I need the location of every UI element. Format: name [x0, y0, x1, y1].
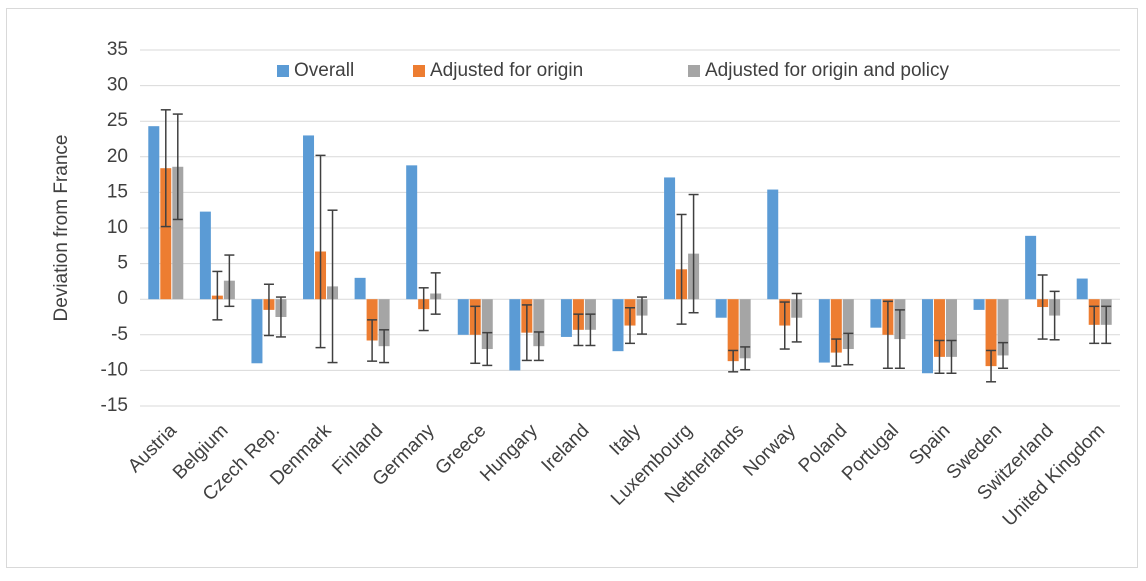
error-bar	[1049, 290, 1060, 341]
legend-swatch	[413, 65, 425, 77]
error-bar	[831, 338, 842, 367]
error-bar	[315, 154, 326, 349]
error-bar	[470, 305, 481, 365]
legend-label: Adjusted for origin and policy	[705, 60, 949, 81]
bar	[945, 299, 957, 357]
bar	[199, 211, 211, 300]
bar	[509, 299, 521, 371]
legend-swatch	[688, 65, 700, 77]
error-bar	[172, 113, 183, 221]
bar	[354, 277, 366, 300]
error-bar	[418, 287, 429, 332]
error-bar	[882, 300, 893, 370]
legend-label: Adjusted for origin	[430, 60, 583, 81]
y-tick-label: 0	[117, 288, 128, 309]
y-tick-label: 10	[107, 217, 128, 238]
bar	[1076, 278, 1088, 300]
error-bar	[379, 329, 390, 364]
bar	[997, 299, 1009, 356]
bar	[727, 299, 739, 362]
legend-swatch	[277, 65, 289, 77]
y-tick-label: 30	[107, 75, 128, 96]
y-axis-title: Deviation from France	[51, 135, 72, 322]
y-tick-label: 25	[107, 110, 128, 131]
error-bar	[1089, 305, 1100, 345]
error-bar	[367, 319, 378, 362]
bar	[172, 166, 184, 300]
error-bar	[327, 209, 338, 364]
error-bar	[740, 346, 751, 371]
bar	[664, 177, 676, 300]
y-tick-label: 20	[107, 146, 128, 167]
bar	[830, 299, 842, 353]
bar	[933, 299, 945, 357]
bar	[842, 299, 854, 350]
legend-label: Overall	[294, 60, 354, 81]
error-bar	[728, 349, 739, 373]
bar	[378, 299, 390, 347]
bar	[818, 299, 830, 363]
bar	[973, 299, 985, 310]
bar	[148, 126, 160, 300]
error-bar	[946, 339, 957, 374]
error-bar	[212, 270, 223, 321]
bar	[303, 135, 315, 300]
bar	[457, 299, 469, 335]
y-tick-label: -10	[101, 359, 128, 380]
bar	[481, 299, 493, 350]
error-bar	[688, 193, 699, 314]
error-bar	[1037, 274, 1048, 340]
bar	[612, 299, 624, 352]
error-bar	[894, 309, 905, 370]
error-bar	[585, 313, 596, 347]
y-tick-label: -15	[101, 395, 128, 416]
bar	[1025, 235, 1037, 300]
error-bar	[533, 331, 544, 362]
error-bar	[779, 301, 790, 350]
error-bar	[224, 254, 235, 308]
bar	[767, 189, 779, 300]
error-bar	[934, 339, 945, 374]
error-bar	[521, 304, 532, 362]
error-bar	[637, 296, 647, 335]
error-bar	[482, 331, 493, 367]
error-bar	[998, 341, 1009, 370]
error-bar	[430, 272, 441, 315]
error-bar	[573, 313, 584, 347]
error-bar	[263, 283, 274, 337]
bar	[739, 299, 751, 359]
error-bar	[676, 213, 687, 325]
y-tick-label: 35	[107, 39, 128, 60]
error-bar	[160, 109, 171, 228]
bar	[985, 299, 997, 367]
error-bar	[275, 296, 286, 338]
error-bar	[843, 332, 854, 366]
error-bar	[791, 292, 802, 343]
bar	[921, 299, 933, 374]
bar	[160, 168, 172, 300]
bar	[533, 299, 545, 347]
chart-border	[6, 8, 1138, 568]
bar	[560, 299, 572, 337]
y-tick-label: 15	[107, 181, 128, 202]
bar	[870, 299, 882, 328]
error-bar	[625, 306, 635, 345]
error-bar	[986, 349, 997, 383]
bar	[251, 299, 263, 364]
y-tick-label: -5	[111, 324, 128, 345]
y-tick-label: 5	[117, 253, 128, 274]
bar	[715, 299, 727, 318]
bar	[406, 165, 418, 300]
error-bar	[1101, 305, 1112, 345]
